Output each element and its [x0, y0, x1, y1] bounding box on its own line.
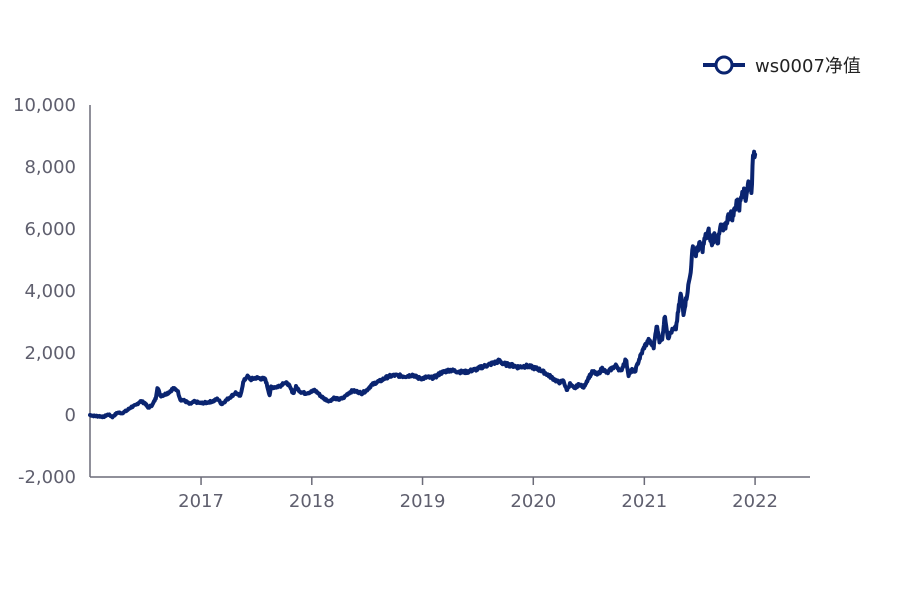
x-tick-label: 2018: [289, 491, 335, 512]
y-tick-label: 2,000: [24, 343, 76, 364]
series-line-ws0007: [88, 149, 758, 420]
y-tick-label: -2,000: [18, 467, 76, 488]
x-axis: 2017 2018 2019 2020 2021 2022: [90, 476, 810, 512]
y-tick-label: 0: [65, 405, 76, 426]
y-axis: 10,000 8,000 6,000 4,000 2,000 0 -2,000: [13, 95, 91, 488]
x-tick-label: 2017: [178, 491, 224, 512]
x-tick-label: 2021: [621, 491, 667, 512]
legend-marker-icon: [714, 55, 734, 75]
y-tick-label: 4,000: [24, 281, 76, 302]
x-tick-label: 2022: [732, 491, 778, 512]
y-tick-label: 10,000: [13, 95, 76, 116]
legend: ws0007净值: [703, 55, 861, 77]
y-tick-label: 8,000: [24, 157, 76, 178]
y-tick-label: 6,000: [24, 219, 76, 240]
x-tick-label: 2020: [510, 491, 556, 512]
x-tick-label: 2019: [400, 491, 446, 512]
legend-label: ws0007净值: [755, 56, 861, 77]
